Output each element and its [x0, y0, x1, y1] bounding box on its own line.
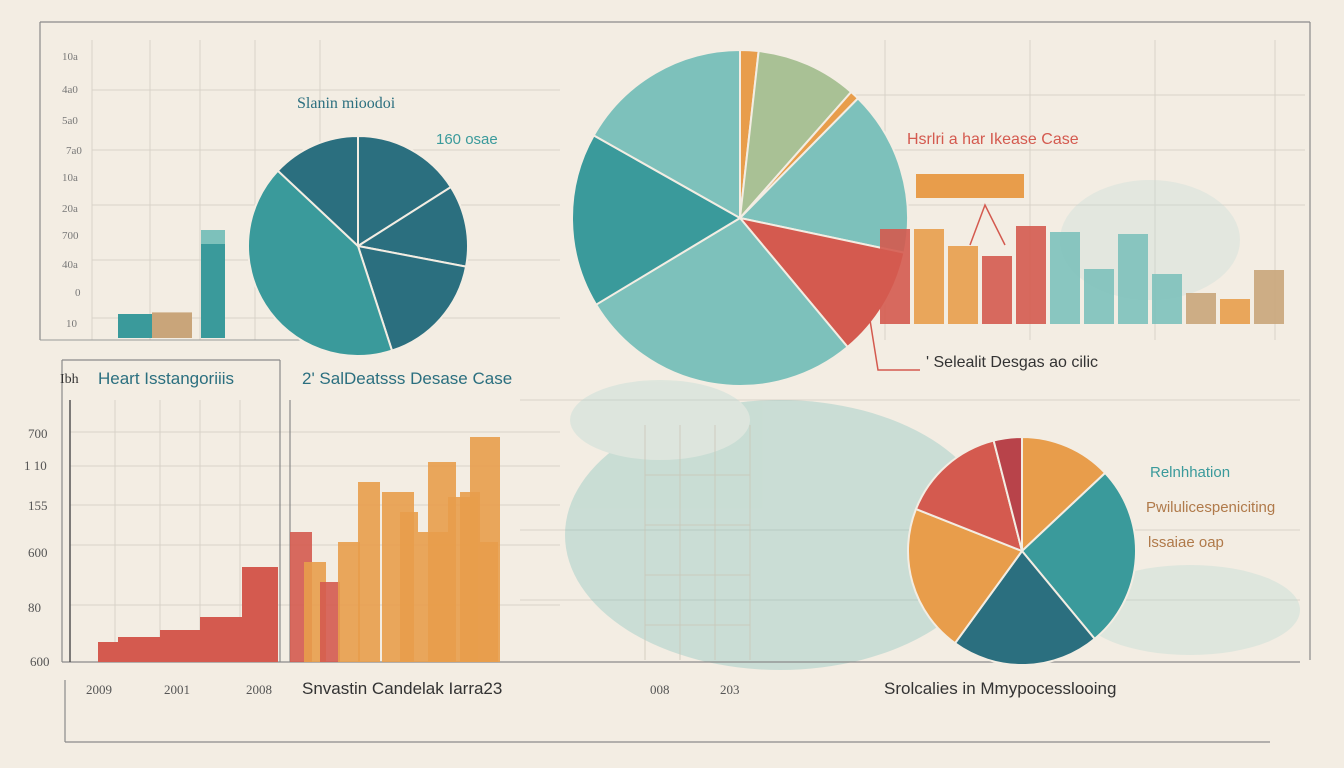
pie-outline	[247, 135, 469, 357]
bar	[1220, 299, 1250, 324]
tick-label: 20a	[62, 203, 78, 215]
pie-slice	[1020, 471, 1137, 641]
mid-panel-title: 2' SalDeatsss Desase Case	[302, 369, 513, 388]
bar	[400, 512, 418, 662]
tick-label: 600	[28, 545, 48, 560]
callout-line	[869, 319, 920, 371]
bar	[201, 230, 225, 338]
bar	[1084, 269, 1114, 324]
tick-label: 5a0	[62, 115, 78, 127]
tick-label: 80	[28, 600, 41, 615]
top-small-title: Slanin mioodoi	[297, 95, 396, 112]
bar	[1186, 293, 1216, 324]
bar	[480, 542, 498, 662]
pie-slice	[738, 49, 853, 222]
tick-label: 0	[75, 287, 81, 299]
tick-label: 10	[66, 318, 77, 330]
bottom-right-label: Srolcalies in Mmypocesslooing	[884, 679, 1117, 698]
tick-label: 155	[28, 498, 48, 513]
pie-slice	[571, 133, 742, 307]
tick-label: 700	[62, 230, 79, 242]
tick-label: 203	[720, 682, 740, 697]
top-right-title: Hsrlri a har Ikease Case	[907, 131, 1079, 148]
bar	[1152, 274, 1182, 324]
bar	[98, 642, 118, 662]
bar	[1050, 232, 1080, 324]
pie-slice	[594, 216, 849, 387]
tick-label: 700	[28, 426, 48, 441]
bar	[152, 312, 192, 338]
pie-slice	[592, 48, 741, 220]
tick-label: 10a	[62, 51, 78, 63]
pie-slice	[1021, 435, 1107, 554]
pie-slice	[907, 507, 1024, 645]
tick-label: 2008	[246, 682, 272, 697]
tick-label: 2009	[86, 682, 112, 697]
tick-label: 2001	[164, 682, 190, 697]
bar	[118, 637, 160, 662]
tick-label: 4a0	[62, 84, 78, 96]
legend-item-3: lssaiae oap	[1148, 534, 1224, 551]
tick-label: 600	[30, 654, 50, 669]
tick-label: 10a	[62, 172, 78, 184]
pie-slice	[953, 549, 1097, 666]
bar	[338, 542, 360, 662]
tick-label: 40a	[62, 259, 78, 271]
bar	[242, 567, 278, 662]
bar	[1254, 270, 1284, 324]
bar	[118, 314, 152, 338]
bar	[880, 229, 910, 324]
callout-bar	[916, 174, 1024, 198]
mid-right-caption: ' Selealit Desgas ao cilic	[926, 354, 1099, 371]
legend-item-1: Relnhhation	[1150, 464, 1231, 481]
frame	[39, 21, 1311, 743]
bar	[1016, 226, 1046, 324]
bottom-mid-label: Snvastin Candelak Iarra23	[302, 679, 503, 698]
bar	[1118, 234, 1148, 324]
bar	[160, 630, 200, 662]
pie-slice	[914, 439, 1024, 553]
bar-cap	[201, 230, 225, 244]
pie-slice	[992, 435, 1023, 552]
legend-item-2: Pwilulicespeniciting	[1146, 499, 1276, 516]
bar	[914, 229, 944, 324]
tick-label: 008	[650, 682, 670, 697]
bar	[948, 246, 978, 324]
bar	[358, 482, 380, 662]
bar	[200, 617, 242, 662]
bar	[982, 256, 1012, 324]
left-panel-title: Heart Isstangoriiis	[98, 369, 235, 388]
tick-label: 1 10	[24, 458, 47, 473]
bar	[320, 582, 340, 662]
callout-line	[969, 203, 1006, 246]
top-small-subtitle: 160 osae	[436, 131, 498, 148]
tick-label: 7a0	[66, 145, 82, 157]
left-panel-title-prefix: Ibh	[60, 372, 79, 387]
background-grid-overlay	[644, 425, 751, 660]
